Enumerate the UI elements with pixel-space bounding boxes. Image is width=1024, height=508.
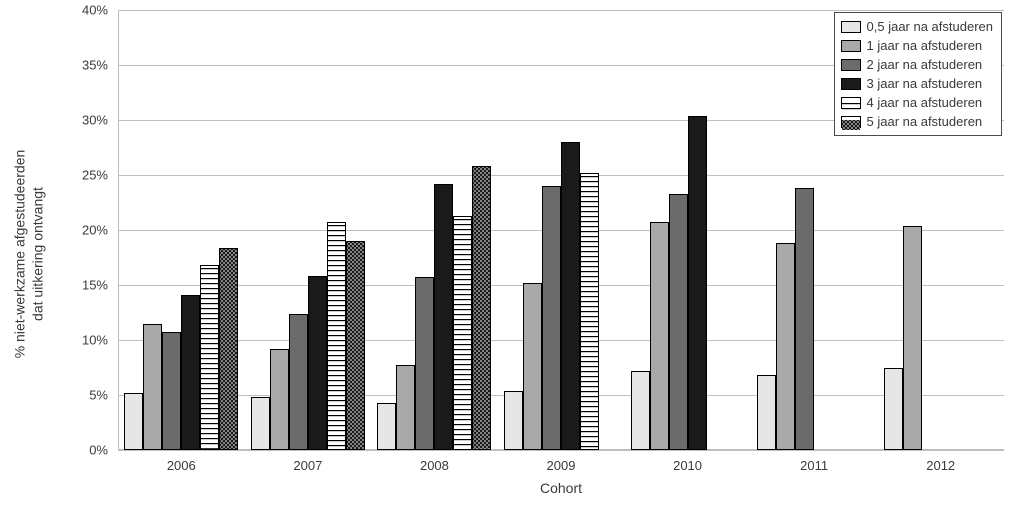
legend-item: 4 jaar na afstuderen — [841, 93, 993, 112]
legend: 0,5 jaar na afstuderen 1 jaar na afstuder… — [834, 12, 1002, 136]
legend-label: 5 jaar na afstuderen — [867, 114, 983, 129]
legend-swatch — [841, 97, 861, 109]
category-group: 2006 — [124, 10, 238, 450]
x-tick-label: 2012 — [926, 450, 955, 473]
bar — [795, 188, 814, 450]
bar — [289, 314, 308, 450]
x-tick-label: 2009 — [547, 450, 576, 473]
bar — [143, 324, 162, 451]
x-tick-label: 2010 — [673, 450, 702, 473]
bar — [124, 393, 143, 450]
bar — [396, 365, 415, 450]
bar — [200, 265, 219, 450]
bar — [580, 173, 599, 450]
category-group: 2009 — [504, 10, 618, 450]
bar — [251, 397, 270, 450]
bar — [415, 277, 434, 450]
bar — [650, 222, 669, 450]
legend-label: 2 jaar na afstuderen — [867, 57, 983, 72]
bar — [346, 241, 365, 450]
legend-swatch — [841, 116, 861, 128]
y-tick-label: 25% — [82, 168, 118, 183]
x-axis-title: Cohort — [540, 480, 582, 496]
legend-label: 0,5 jaar na afstuderen — [867, 19, 993, 34]
legend-swatch — [841, 78, 861, 90]
bar — [688, 116, 707, 450]
x-tick-label: 2007 — [293, 450, 322, 473]
bar — [453, 216, 472, 450]
category-group: 2010 — [631, 10, 745, 450]
legend-item: 3 jaar na afstuderen — [841, 74, 993, 93]
y-tick-label: 15% — [82, 278, 118, 293]
bar — [523, 283, 542, 450]
y-tick-label: 10% — [82, 333, 118, 348]
bar — [162, 332, 181, 450]
bar — [631, 371, 650, 450]
legend-item: 0,5 jaar na afstuderen — [841, 17, 993, 36]
category-group: 2007 — [251, 10, 365, 450]
bar — [884, 368, 903, 451]
legend-label: 4 jaar na afstuderen — [867, 95, 983, 110]
bar — [504, 391, 523, 450]
bar — [903, 226, 922, 450]
bar — [776, 243, 795, 450]
legend-item: 2 jaar na afstuderen — [841, 55, 993, 74]
y-tick-label: 40% — [82, 3, 118, 18]
x-tick-label: 2008 — [420, 450, 449, 473]
bar — [669, 194, 688, 450]
legend-item: 1 jaar na afstuderen — [841, 36, 993, 55]
bar — [308, 276, 327, 450]
legend-label: 3 jaar na afstuderen — [867, 76, 983, 91]
legend-swatch — [841, 40, 861, 52]
bar — [327, 222, 346, 450]
bar — [757, 375, 776, 450]
category-group: 2008 — [377, 10, 491, 450]
x-tick-label: 2006 — [167, 450, 196, 473]
y-tick-label: 0% — [89, 443, 118, 458]
y-axis-label: % niet-werkzame afgestudeerden dat uitke… — [11, 150, 46, 359]
bar — [270, 349, 289, 450]
bar — [377, 403, 396, 450]
legend-swatch — [841, 21, 861, 33]
chart-container: % niet-werkzame afgestudeerden dat uitke… — [0, 0, 1024, 508]
bar — [181, 295, 200, 450]
bar — [561, 142, 580, 450]
y-tick-label: 20% — [82, 223, 118, 238]
bar — [542, 186, 561, 450]
y-tick-label: 30% — [82, 113, 118, 128]
bar — [434, 184, 453, 450]
y-tick-label: 35% — [82, 58, 118, 73]
legend-item: 5 jaar na afstuderen — [841, 112, 993, 131]
legend-label: 1 jaar na afstuderen — [867, 38, 983, 53]
legend-swatch — [841, 59, 861, 71]
x-tick-label: 2011 — [800, 450, 828, 473]
bar — [219, 248, 238, 450]
y-tick-label: 5% — [89, 388, 118, 403]
bar — [472, 166, 491, 450]
